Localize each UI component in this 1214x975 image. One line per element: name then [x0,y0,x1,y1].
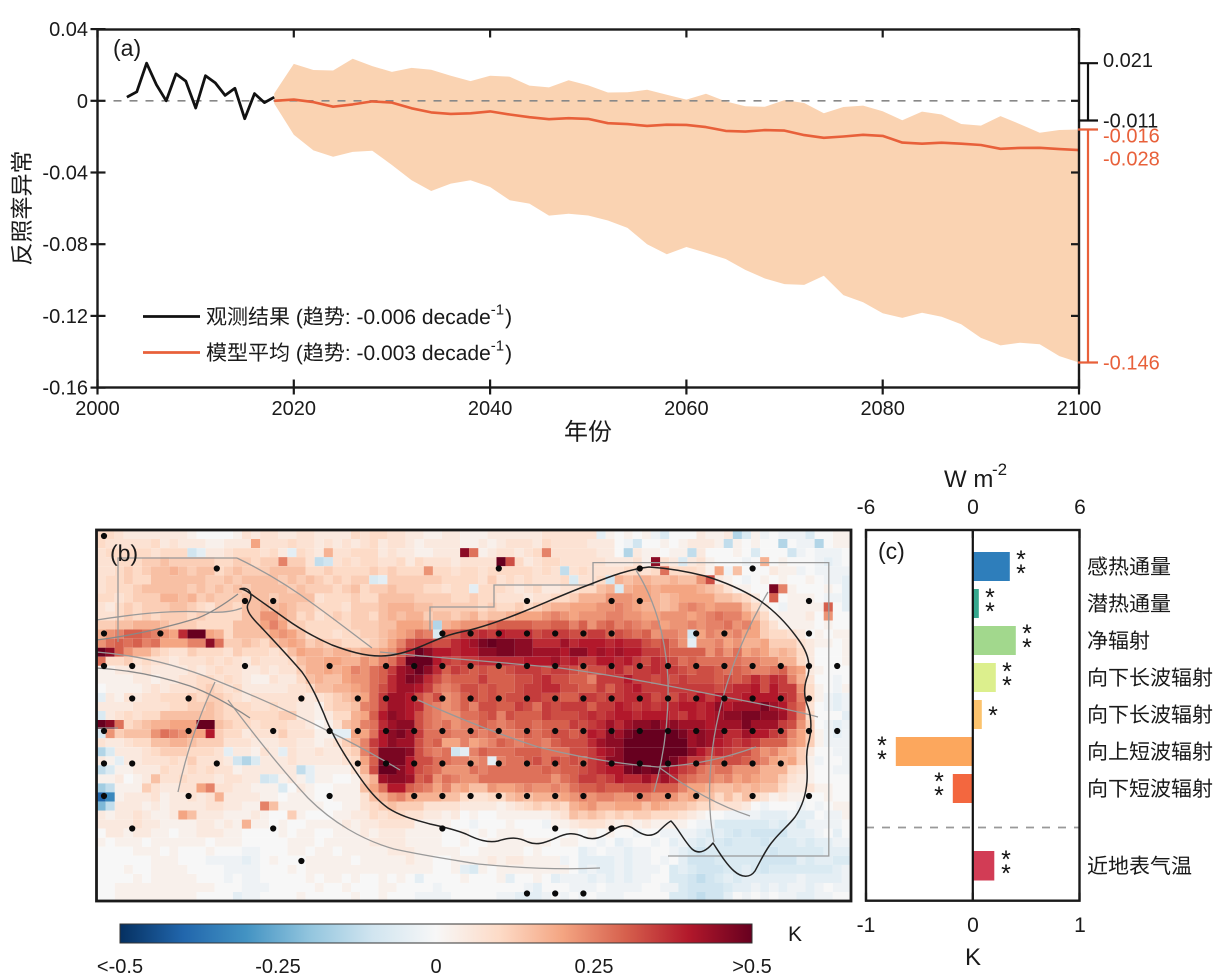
svg-text:0.25: 0.25 [575,956,614,975]
svg-text:*: * [1002,658,1012,686]
svg-text:>0.5: >0.5 [732,956,771,975]
svg-text:-0.016: -0.016 [1103,126,1160,148]
svg-text:2040: 2040 [468,398,513,420]
svg-text:<-0.5: <-0.5 [97,956,143,975]
svg-text:0.04: 0.04 [49,19,88,41]
svg-text:K: K [965,944,981,971]
svg-text:-2: -2 [992,460,1007,479]
svg-text:*: * [877,746,887,774]
svg-text:-0.028: -0.028 [1103,149,1160,171]
svg-text:0.021: 0.021 [1103,50,1153,72]
svg-text:0: 0 [967,914,979,937]
svg-text:-0.16: -0.16 [42,378,88,400]
svg-text:(c): (c) [878,538,905,564]
svg-text:*: * [1022,620,1032,648]
svg-text:-1: -1 [491,302,504,319]
svg-text:2060: 2060 [664,398,709,420]
svg-text:*: * [1002,672,1012,700]
svg-text:(a): (a) [113,35,141,61]
svg-text:0: 0 [967,496,979,519]
svg-text:2100: 2100 [1057,398,1102,420]
svg-text:W m: W m [944,466,993,493]
svg-text:-0.011: -0.011 [1103,111,1158,133]
svg-text:-0.12: -0.12 [42,306,88,328]
svg-text:-0.08: -0.08 [42,234,88,256]
svg-text:*: * [1016,546,1026,574]
svg-text:*: * [1001,846,1011,874]
svg-text:-0.25: -0.25 [255,956,301,975]
svg-text:-0.146: -0.146 [1103,353,1160,375]
svg-text:0: 0 [430,956,441,975]
svg-text:1: 1 [1074,914,1086,937]
svg-text:-1: -1 [857,914,876,937]
svg-text:*: * [877,732,887,760]
svg-text:*: * [985,584,995,612]
svg-text:6: 6 [1074,496,1086,519]
svg-text:*: * [1001,860,1011,888]
svg-text:2020: 2020 [272,398,317,420]
svg-text:*: * [934,782,944,810]
svg-text:K: K [788,923,802,946]
svg-text:*: * [1022,634,1032,662]
svg-text:2080: 2080 [860,398,905,420]
svg-text:*: * [934,768,944,796]
svg-text:*: * [988,702,998,730]
svg-text:*: * [1016,560,1026,588]
svg-text:-6: -6 [857,496,876,519]
svg-text:2000: 2000 [75,398,120,420]
svg-text:0: 0 [77,91,88,113]
svg-text:-0.04: -0.04 [42,163,88,185]
svg-text:-1: -1 [491,338,504,355]
svg-text:*: * [985,598,995,626]
